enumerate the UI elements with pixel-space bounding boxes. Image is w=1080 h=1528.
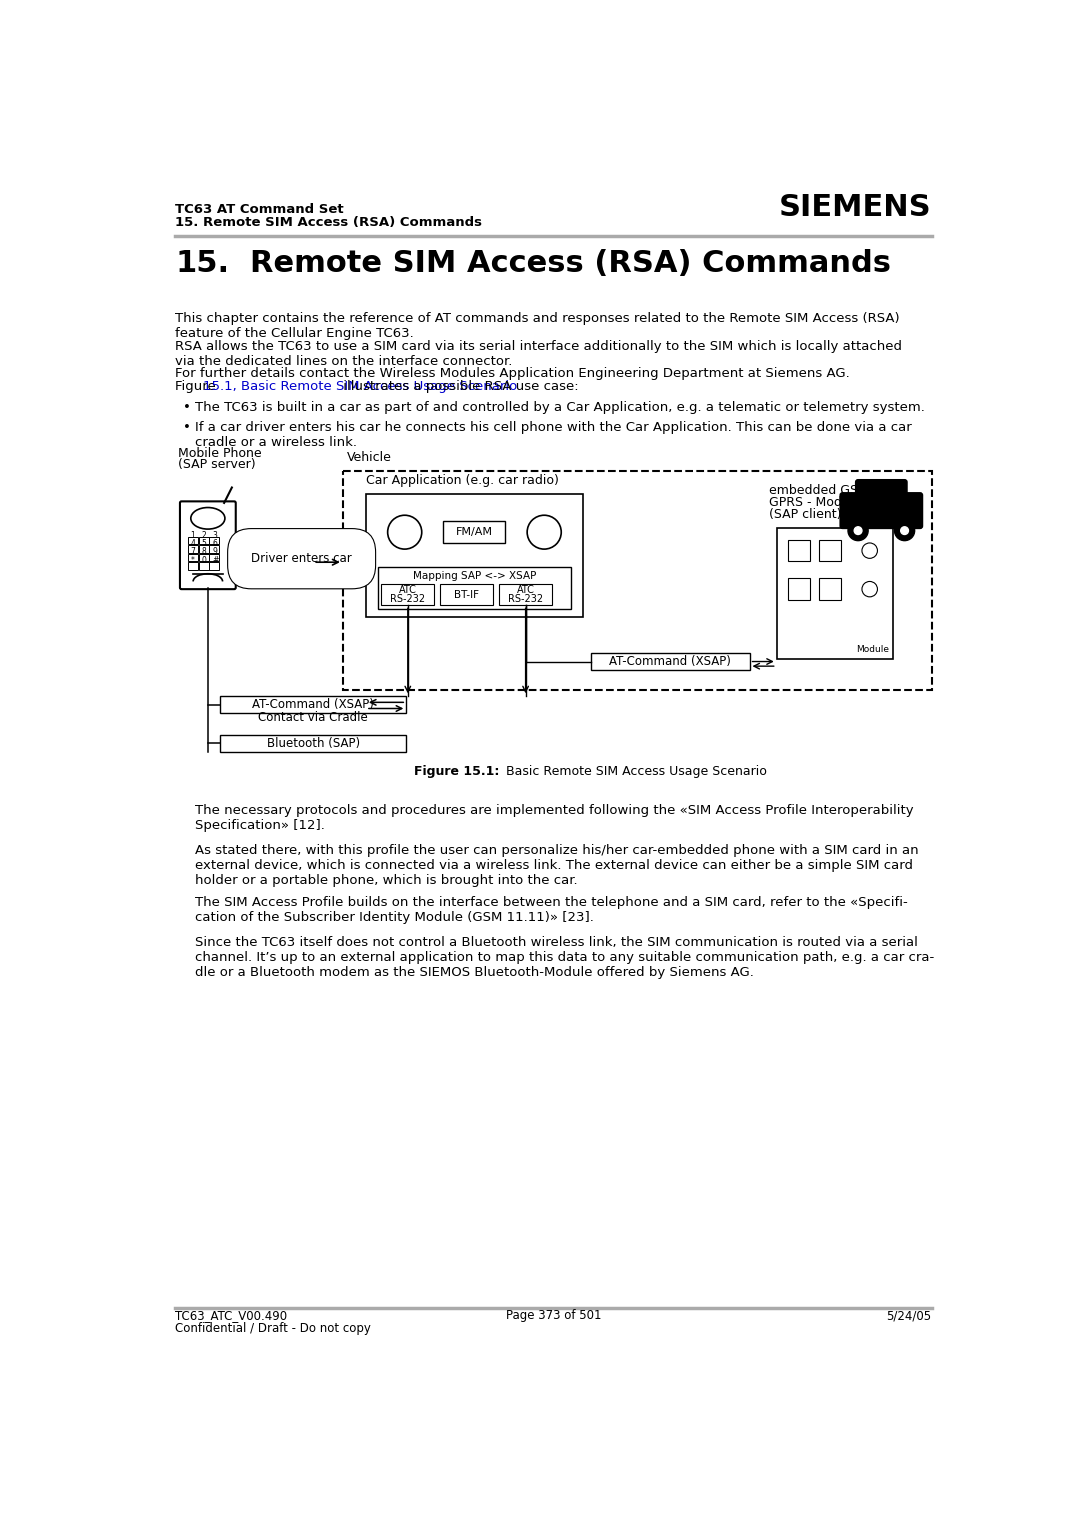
Text: 6: 6 bbox=[212, 539, 217, 549]
Text: TC63_ATC_V00.490: TC63_ATC_V00.490 bbox=[175, 1309, 287, 1322]
Text: Contact via Cradle: Contact via Cradle bbox=[258, 711, 368, 724]
Text: BT-IF: BT-IF bbox=[455, 590, 480, 599]
Text: 7: 7 bbox=[190, 547, 195, 556]
Bar bbox=[199, 562, 208, 570]
Text: 15.: 15. bbox=[175, 249, 229, 278]
Text: AT-Command (XSAP): AT-Command (XSAP) bbox=[253, 698, 374, 711]
FancyBboxPatch shape bbox=[855, 480, 907, 501]
Text: Figure 15.1:: Figure 15.1: bbox=[414, 764, 499, 778]
FancyBboxPatch shape bbox=[180, 501, 235, 590]
Bar bbox=[188, 545, 198, 553]
Bar bbox=[210, 536, 219, 544]
Text: (SAP client): (SAP client) bbox=[769, 509, 841, 521]
FancyBboxPatch shape bbox=[366, 494, 583, 617]
Circle shape bbox=[848, 521, 868, 541]
Text: Mapping SAP <-> XSAP: Mapping SAP <-> XSAP bbox=[413, 570, 536, 581]
Text: Driver enters car: Driver enters car bbox=[252, 552, 352, 565]
Text: For further details contact the Wireless Modules Application Engineering Departm: For further details contact the Wireless… bbox=[175, 367, 850, 380]
Text: 4: 4 bbox=[190, 539, 195, 549]
Text: This chapter contains the reference of AT commands and responses related to the : This chapter contains the reference of A… bbox=[175, 312, 900, 339]
Text: RS-232: RS-232 bbox=[508, 594, 543, 604]
Text: •: • bbox=[183, 420, 191, 434]
Text: Figure: Figure bbox=[175, 380, 220, 393]
Text: If a car driver enters his car he connects his cell phone with the Car Applicati: If a car driver enters his car he connec… bbox=[195, 420, 913, 449]
FancyBboxPatch shape bbox=[820, 579, 841, 601]
Bar bbox=[210, 562, 219, 570]
Text: SIEMENS: SIEMENS bbox=[779, 193, 932, 222]
FancyBboxPatch shape bbox=[499, 584, 552, 605]
Text: Confidential / Draft - Do not copy: Confidential / Draft - Do not copy bbox=[175, 1322, 372, 1335]
Ellipse shape bbox=[191, 507, 225, 529]
Text: 5/24/05: 5/24/05 bbox=[887, 1309, 932, 1322]
Text: GPRS - Module: GPRS - Module bbox=[769, 497, 861, 509]
Bar bbox=[210, 545, 219, 553]
Text: RS-232: RS-232 bbox=[390, 594, 426, 604]
FancyBboxPatch shape bbox=[820, 539, 841, 561]
Text: Vehicle: Vehicle bbox=[347, 451, 391, 465]
Bar bbox=[188, 536, 198, 544]
Text: ATC: ATC bbox=[399, 585, 417, 594]
Text: illustrates a possible RSA use case:: illustrates a possible RSA use case: bbox=[339, 380, 579, 393]
FancyBboxPatch shape bbox=[441, 584, 494, 605]
Text: 8: 8 bbox=[201, 547, 206, 556]
Text: Mobile Phone: Mobile Phone bbox=[177, 446, 261, 460]
FancyBboxPatch shape bbox=[840, 494, 922, 529]
FancyBboxPatch shape bbox=[378, 567, 571, 610]
Bar bbox=[199, 553, 208, 561]
Text: Basic Remote SIM Access Usage Scenario: Basic Remote SIM Access Usage Scenario bbox=[502, 764, 767, 778]
Text: 5: 5 bbox=[201, 539, 206, 549]
FancyBboxPatch shape bbox=[381, 584, 434, 605]
Text: Bluetooth (SAP): Bluetooth (SAP) bbox=[267, 736, 360, 750]
Text: 2: 2 bbox=[201, 530, 206, 539]
Text: *: * bbox=[190, 556, 194, 565]
Circle shape bbox=[901, 527, 908, 535]
Text: 9: 9 bbox=[212, 547, 217, 556]
Text: RSA allows the TC63 to use a SIM card via its serial interface additionally to t: RSA allows the TC63 to use a SIM card vi… bbox=[175, 339, 902, 368]
FancyBboxPatch shape bbox=[788, 539, 810, 561]
Text: Remote SIM Access (RSA) Commands: Remote SIM Access (RSA) Commands bbox=[249, 249, 891, 278]
Text: The SIM Access Profile builds on the interface between the telephone and a SIM c: The SIM Access Profile builds on the int… bbox=[195, 897, 908, 924]
Bar bbox=[199, 536, 208, 544]
Text: 0: 0 bbox=[201, 556, 206, 565]
Bar bbox=[210, 553, 219, 561]
Circle shape bbox=[854, 527, 862, 535]
Text: (SAP server): (SAP server) bbox=[177, 458, 255, 471]
Text: Module: Module bbox=[856, 645, 889, 654]
Text: TC63 AT Command Set: TC63 AT Command Set bbox=[175, 203, 343, 215]
Text: The TC63 is built in a car as part of and controlled by a Car Application, e.g. : The TC63 is built in a car as part of an… bbox=[195, 400, 926, 414]
Text: Since the TC63 itself does not control a Bluetooth wireless link, the SIM commun: Since the TC63 itself does not control a… bbox=[195, 937, 934, 979]
Text: embedded GSM/: embedded GSM/ bbox=[769, 484, 873, 497]
Text: AT-Command (XSAP): AT-Command (XSAP) bbox=[609, 656, 731, 668]
Text: Car Application (e.g. car radio): Car Application (e.g. car radio) bbox=[366, 474, 558, 487]
FancyBboxPatch shape bbox=[220, 735, 406, 752]
Bar bbox=[188, 562, 198, 570]
FancyBboxPatch shape bbox=[444, 521, 505, 542]
Text: #: # bbox=[212, 556, 218, 565]
Text: •: • bbox=[183, 400, 191, 414]
FancyBboxPatch shape bbox=[591, 652, 750, 669]
Circle shape bbox=[894, 521, 915, 541]
Text: FM/AM: FM/AM bbox=[456, 527, 492, 538]
Text: 3: 3 bbox=[212, 530, 217, 539]
Bar bbox=[188, 553, 198, 561]
FancyBboxPatch shape bbox=[220, 697, 406, 714]
Text: 15.1, Basic Remote SIM Access Usage Scenario: 15.1, Basic Remote SIM Access Usage Scen… bbox=[203, 380, 517, 393]
Text: The necessary protocols and procedures are implemented following the «SIM Access: The necessary protocols and procedures a… bbox=[195, 804, 914, 831]
Text: Page 373 of 501: Page 373 of 501 bbox=[505, 1309, 602, 1322]
Text: As stated there, with this profile the user can personalize his/her car-embedded: As stated there, with this profile the u… bbox=[195, 843, 919, 888]
FancyBboxPatch shape bbox=[788, 579, 810, 601]
Text: 15. Remote SIM Access (RSA) Commands: 15. Remote SIM Access (RSA) Commands bbox=[175, 217, 483, 229]
Text: 1: 1 bbox=[190, 530, 195, 539]
Text: ATC: ATC bbox=[516, 585, 535, 594]
Bar bbox=[199, 545, 208, 553]
FancyBboxPatch shape bbox=[777, 529, 893, 659]
